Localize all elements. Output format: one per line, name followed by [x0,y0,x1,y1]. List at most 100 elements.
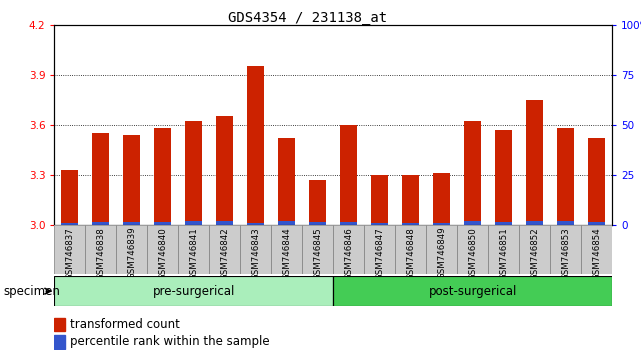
Bar [54,335,65,349]
Bar [210,225,240,274]
Bar [340,222,357,225]
Bar [278,221,296,225]
Text: post-surgerical: post-surgerical [429,285,517,298]
Bar [92,133,110,225]
Text: GSM746846: GSM746846 [344,227,353,280]
Text: GSM746843: GSM746843 [251,227,260,280]
Bar [464,121,481,225]
Bar [519,225,550,274]
Text: percentile rank within the sample: percentile rank within the sample [70,336,270,348]
Bar [178,225,210,274]
Bar [581,225,612,274]
Bar [310,222,326,225]
Text: GSM746852: GSM746852 [530,227,539,280]
Bar [154,222,171,225]
Bar [333,276,612,306]
Text: GSM746845: GSM746845 [313,227,322,280]
Bar [85,225,117,274]
Text: GSM746841: GSM746841 [189,227,199,280]
Bar [333,225,364,274]
Bar [124,135,140,225]
Bar [240,225,271,274]
Bar [495,130,512,225]
Bar [433,173,450,225]
Bar [364,225,395,274]
Bar [550,225,581,274]
Bar [433,223,450,225]
Bar [519,225,550,274]
Bar [371,223,388,225]
Bar [333,276,612,306]
Bar [62,170,78,225]
Bar [147,225,178,274]
Bar [333,225,364,274]
Bar [85,225,117,274]
Bar [557,221,574,225]
Bar [526,100,543,225]
Bar [210,225,240,274]
Bar [54,318,65,331]
Bar [588,222,605,225]
Bar [364,225,395,274]
Bar [217,116,233,225]
Bar [457,225,488,274]
Bar [310,180,326,225]
Bar [147,225,178,274]
Bar [271,225,303,274]
Bar [54,225,85,274]
Text: GSM746853: GSM746853 [561,227,570,280]
Bar [426,225,457,274]
Bar [464,221,481,225]
Text: GSM746840: GSM746840 [158,227,167,280]
Bar [550,225,581,274]
Bar [62,223,78,225]
Bar [488,225,519,274]
Text: GSM746848: GSM746848 [406,227,415,280]
Bar [92,222,110,225]
Bar [185,221,203,225]
Text: GSM746847: GSM746847 [375,227,385,280]
Bar [526,221,543,225]
Bar [271,225,303,274]
Bar [54,276,333,306]
Bar [581,225,612,274]
Bar [247,223,264,225]
Bar [303,225,333,274]
Bar [588,138,605,225]
Bar [124,222,140,225]
Bar [178,225,210,274]
Bar [403,175,419,225]
Text: GSM746854: GSM746854 [592,227,601,280]
Bar [457,225,488,274]
Bar [154,128,171,225]
Text: GSM746844: GSM746844 [282,227,292,280]
Text: pre-surgerical: pre-surgerical [153,285,235,298]
Text: GSM746850: GSM746850 [468,227,478,280]
Bar [557,128,574,225]
Bar [340,125,357,225]
Bar [395,225,426,274]
Text: GSM746838: GSM746838 [96,227,106,280]
Bar [54,276,333,306]
Bar [303,225,333,274]
Bar [426,225,457,274]
Text: GSM746842: GSM746842 [221,227,229,280]
Bar [371,175,388,225]
Bar [117,225,147,274]
Text: GDS4354 / 231138_at: GDS4354 / 231138_at [228,11,387,25]
Bar [240,225,271,274]
Text: GSM746839: GSM746839 [128,227,137,279]
Bar [185,121,203,225]
Bar [54,225,85,274]
Bar [247,67,264,225]
Bar [495,222,512,225]
Bar [403,223,419,225]
Bar [117,225,147,274]
Text: GSM746851: GSM746851 [499,227,508,280]
Text: GSM746837: GSM746837 [65,227,74,280]
Bar [488,225,519,274]
Text: specimen: specimen [3,285,60,298]
Bar [395,225,426,274]
Bar [278,138,296,225]
Text: transformed count: transformed count [70,318,180,331]
